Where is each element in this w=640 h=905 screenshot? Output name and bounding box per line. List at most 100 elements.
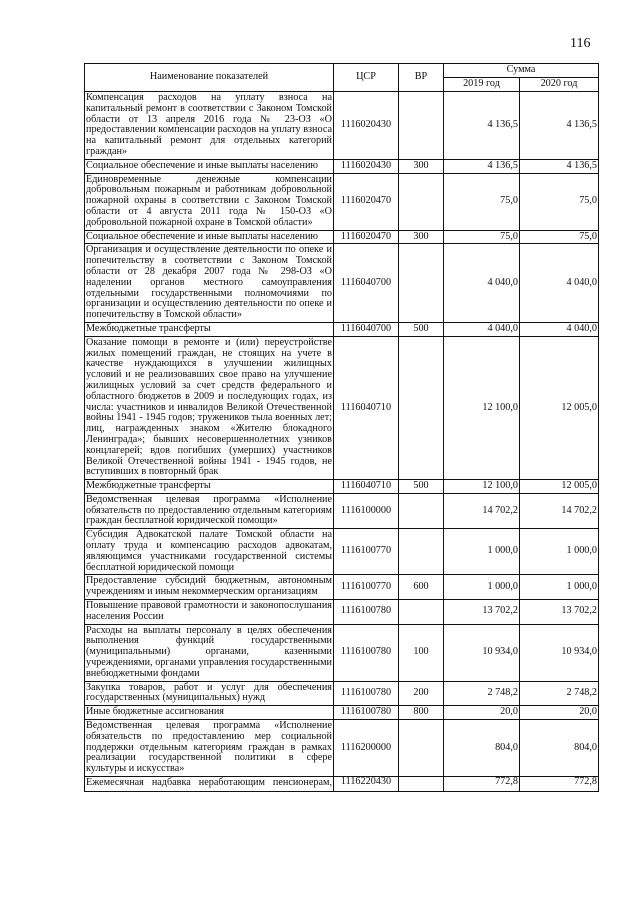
- row-2020: 10 934,0: [518, 623, 600, 682]
- row-2019: 4 136,5: [443, 91, 520, 160]
- row-2020: 12 005,0: [518, 335, 600, 481]
- row-vr: 800: [398, 705, 444, 721]
- table-row: Ведомственная целевая программа «Исполне…: [84, 719, 600, 778]
- row-name: Межбюджетные трансферты: [84, 321, 334, 337]
- row-2020: 772,8: [518, 776, 600, 793]
- row-csr: 1116100780: [333, 623, 399, 682]
- row-2020: 804,0: [518, 719, 600, 778]
- row-csr: 1116020430: [333, 158, 399, 174]
- row-2020: 4 136,5: [518, 158, 600, 174]
- header-name: Наименование показателей: [84, 63, 334, 92]
- row-csr: 1116220430: [333, 776, 399, 793]
- row-vr: [398, 528, 444, 576]
- row-2020: 4 040,0: [518, 243, 600, 323]
- row-2019: 4 040,0: [443, 243, 520, 323]
- row-name: Единовременные денежные компенсации добр…: [84, 172, 334, 231]
- row-2020: 20,0: [518, 705, 600, 721]
- table-row: Организация и осуществление деятельности…: [84, 243, 600, 323]
- table-row: Социальное обеспечение и иные выплаты на…: [84, 158, 600, 174]
- row-name: Повышение правовой грамотности и законоп…: [84, 599, 334, 625]
- row-vr: [398, 599, 444, 625]
- row-name: Компенсация расходов на уплату взноса на…: [84, 91, 334, 160]
- header-2020: 2020 год: [518, 77, 600, 92]
- row-csr: 1116100770: [333, 528, 399, 576]
- row-2020: 13 702,2: [518, 599, 600, 625]
- row-csr: 1116040700: [333, 243, 399, 323]
- table-row: Ежемесячная надбавка неработающим пенсио…: [84, 776, 600, 793]
- row-2020: 2 748,2: [518, 680, 600, 707]
- row-2019: 20,0: [443, 705, 520, 721]
- row-2020: 14 702,2: [518, 492, 600, 530]
- budget-table: Наименование показателей ЦСР ВР Сумма 20…: [84, 63, 600, 793]
- row-csr: 1116100780: [333, 705, 399, 721]
- row-name: Межбюджетные трансферты: [84, 479, 334, 494]
- row-csr: 1116100780: [333, 680, 399, 707]
- table-row: Ведомственная целевая программа «Исполне…: [84, 492, 600, 530]
- row-vr: 200: [398, 680, 444, 707]
- row-vr: 100: [398, 623, 444, 682]
- table-row: Расходы на выплаты персоналу в целях обе…: [84, 623, 600, 682]
- row-name: Субсидия Адвокатской палате Томской обла…: [84, 528, 334, 576]
- row-2019: 12 100,0: [443, 335, 520, 481]
- table-row: Межбюджетные трансферты 1116040700 500 4 04…: [84, 321, 600, 337]
- row-csr: 1116100780: [333, 599, 399, 625]
- row-name: Предоставление субсидий бюджетным, автон…: [84, 574, 334, 601]
- row-name: Закупка товаров, работ и услуг для обесп…: [84, 680, 334, 707]
- row-2019: 4 136,5: [443, 158, 520, 174]
- row-vr: [398, 243, 444, 323]
- table-row: Иные бюджетные ассигнования 1116100780 800…: [84, 705, 600, 721]
- table-row: Межбюджетные трансферты 1116040710 500 12 1…: [84, 479, 600, 494]
- row-2019: 1 000,0: [443, 574, 520, 601]
- row-vr: [398, 172, 444, 231]
- row-csr: 1116100770: [333, 574, 399, 601]
- row-csr: 1116040700: [333, 321, 399, 337]
- row-csr: 1116020430: [333, 91, 399, 160]
- row-vr: [398, 492, 444, 530]
- page-number: 116: [570, 36, 591, 51]
- row-vr: 300: [398, 158, 444, 174]
- row-name: Расходы на выплаты персоналу в целях обе…: [84, 623, 334, 682]
- row-name: Ежемесячная надбавка неработающим пенсио…: [84, 776, 334, 793]
- row-2020: 75,0: [518, 229, 600, 245]
- row-2019: 2 748,2: [443, 680, 520, 707]
- row-2019: 75,0: [443, 229, 520, 245]
- table-row: Единовременные денежные компенсации добр…: [84, 172, 600, 231]
- row-name: Ведомственная целевая программа «Исполне…: [84, 492, 334, 530]
- table-row: Компенсация расходов на уплату взноса на…: [84, 91, 600, 160]
- row-2019: 10 934,0: [443, 623, 520, 682]
- header-vr: ВР: [398, 63, 444, 92]
- row-2020: 12 005,0: [518, 479, 600, 494]
- row-csr: 1116040710: [333, 335, 399, 481]
- row-name: Социальное обеспечение и иные выплаты на…: [84, 229, 334, 245]
- row-2019: 804,0: [443, 719, 520, 778]
- row-vr: 500: [398, 321, 444, 337]
- table-row: Субсидия Адвокатской палате Томской обла…: [84, 528, 600, 576]
- row-csr: 1116200000: [333, 719, 399, 778]
- row-name: Оказание помощи в ремонте и (или) переус…: [84, 335, 334, 481]
- row-2020: 4 136,5: [518, 91, 600, 160]
- table-row: Закупка товаров, работ и услуг для обесп…: [84, 680, 600, 707]
- row-csr: 1116100000: [333, 492, 399, 530]
- row-2020: 1 000,0: [518, 528, 600, 576]
- row-vr: [398, 776, 444, 793]
- row-csr: 1116020470: [333, 229, 399, 245]
- row-vr: [398, 335, 444, 481]
- row-2019: 12 100,0: [443, 479, 520, 494]
- table-row: Предоставление субсидий бюджетным, автон…: [84, 574, 600, 601]
- row-2020: 75,0: [518, 172, 600, 231]
- row-2020: 1 000,0: [518, 574, 600, 601]
- row-2019: 14 702,2: [443, 492, 520, 530]
- row-csr: 1116020470: [333, 172, 399, 231]
- row-2019: 75,0: [443, 172, 520, 231]
- row-name: Иные бюджетные ассигнования: [84, 705, 334, 721]
- row-2020: 4 040,0: [518, 321, 600, 337]
- row-vr: [398, 91, 444, 160]
- row-2019: 1 000,0: [443, 528, 520, 576]
- row-name: Социальное обеспечение и иные выплаты на…: [84, 158, 334, 174]
- header-2019: 2019 год: [443, 77, 520, 92]
- table-row: Социальное обеспечение и иные выплаты на…: [84, 229, 600, 245]
- table-row: Оказание помощи в ремонте и (или) переус…: [84, 335, 600, 481]
- row-vr: 600: [398, 574, 444, 601]
- row-name: Организация и осуществление деятельности…: [84, 243, 334, 323]
- row-vr: 300: [398, 229, 444, 245]
